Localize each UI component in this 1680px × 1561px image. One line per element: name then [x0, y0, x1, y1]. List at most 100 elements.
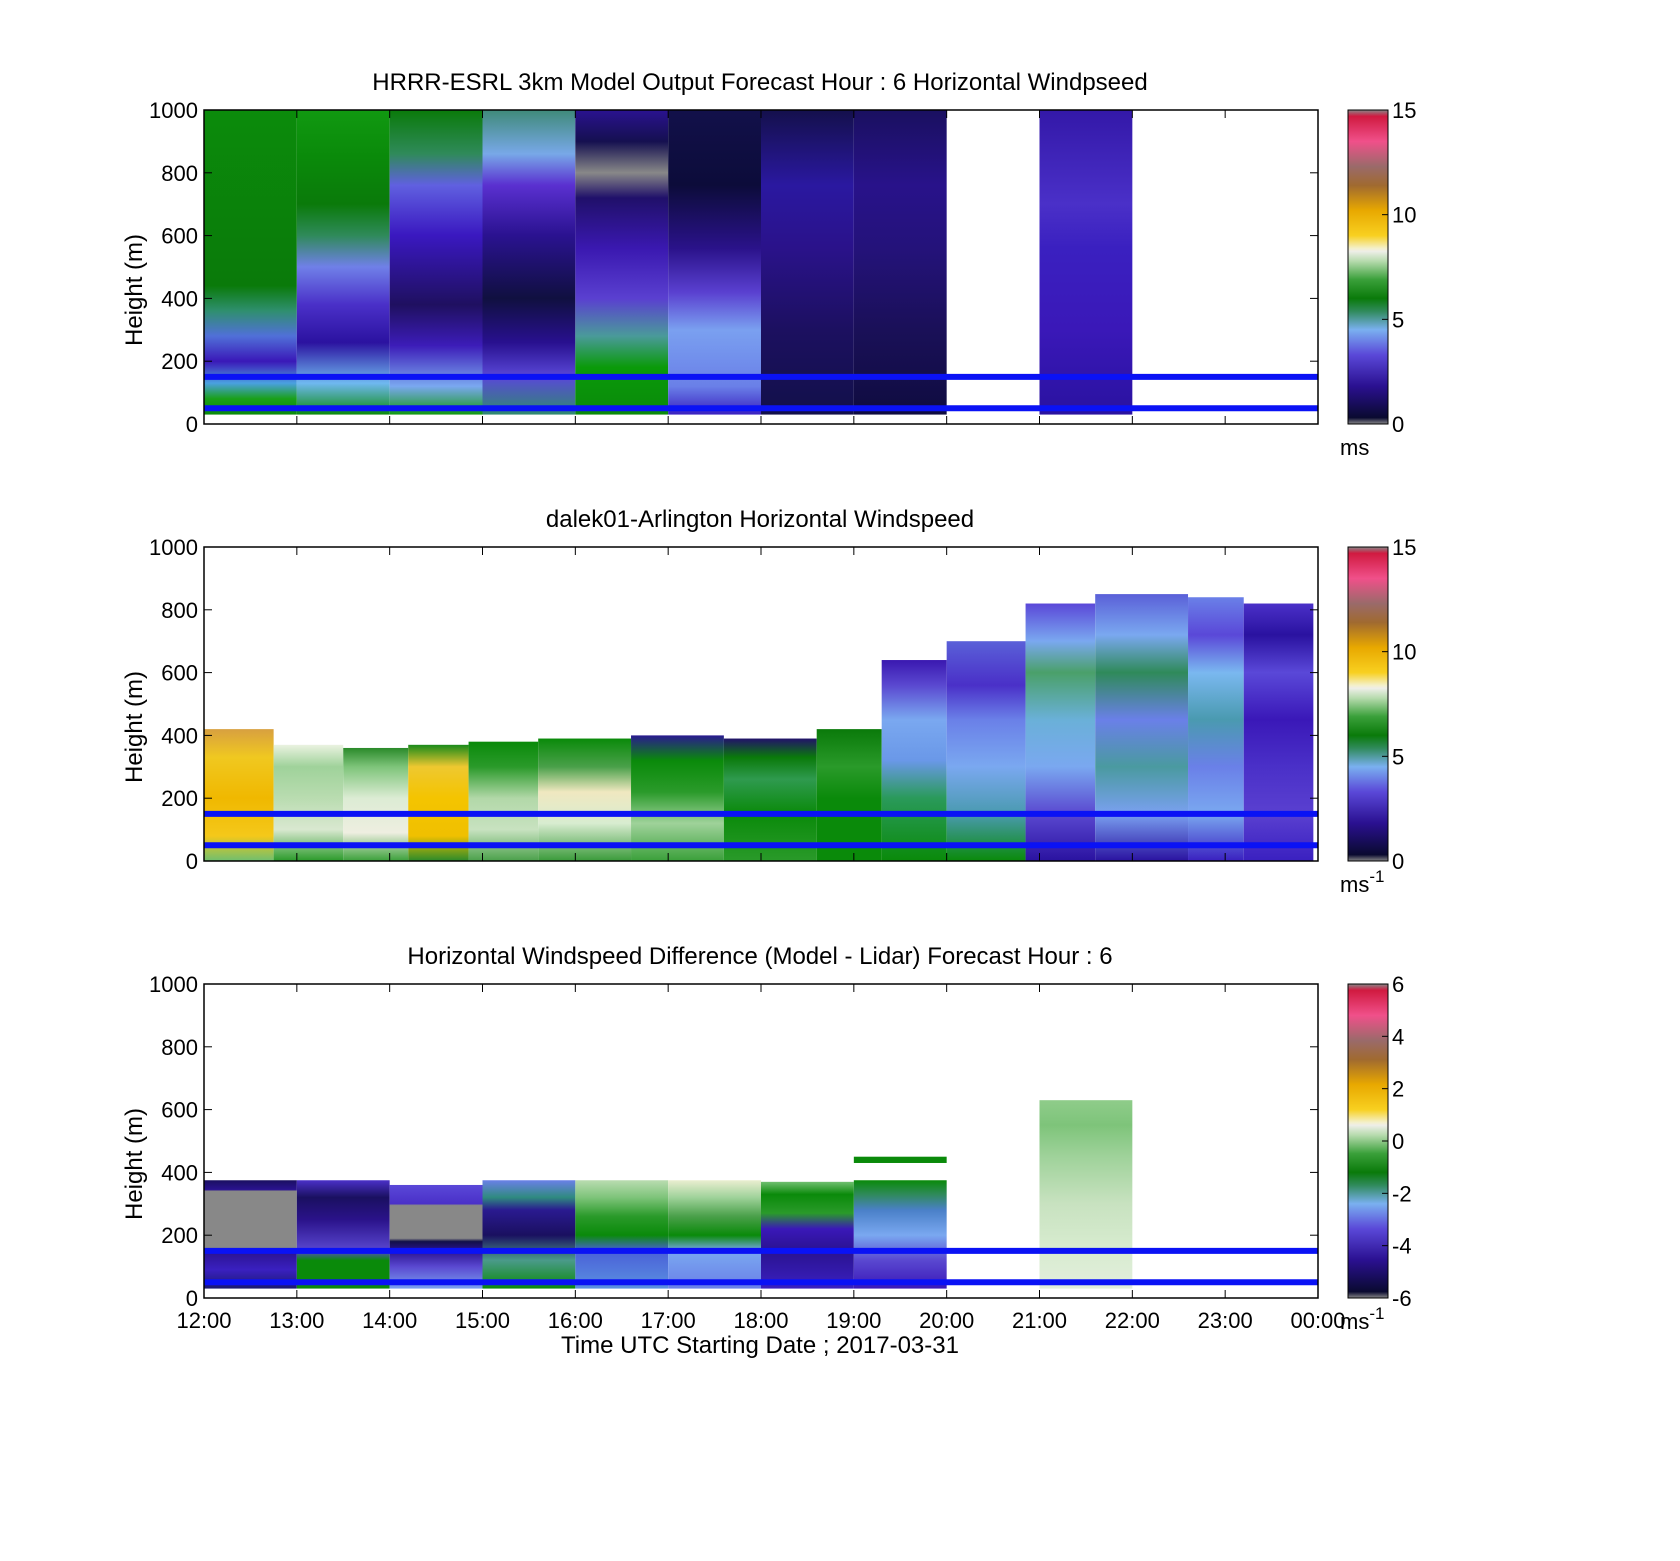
heatmap-cell	[468, 741, 539, 861]
x-tick-label: 18:00	[733, 1308, 788, 1333]
panel-title: HRRR-ESRL 3km Model Output Forecast Hour…	[372, 69, 1147, 96]
x-tick-label: 00:00	[1290, 1308, 1345, 1333]
colorbar-tick-label: 5	[1392, 307, 1404, 332]
x-tick-label: 15:00	[455, 1308, 510, 1333]
panel-title: Horizontal Windspeed Difference (Model -…	[407, 943, 1112, 970]
colorbar-unit: ms-1	[1340, 1304, 1384, 1334]
y-tick-label: 200	[161, 786, 198, 811]
heatmap-cell	[273, 744, 344, 861]
x-tick-label: 12:00	[176, 1308, 231, 1333]
heatmap-cell	[204, 729, 274, 861]
x-tick-label: 17:00	[641, 1308, 696, 1333]
colorbar: 0 5 10 15 ms-1	[1340, 535, 1416, 897]
colorbar-tick-label: 0	[1392, 849, 1404, 874]
panel-title: dalek01-Arlington Horizontal Windspeed	[546, 506, 974, 533]
heatmap-cell	[853, 1180, 947, 1289]
colorbar-unit-base: ms	[1340, 872, 1369, 897]
x-axis-label: Time UTC Starting Date ; 2017-03-31	[561, 1332, 959, 1359]
colorbar-tick-label: 5	[1392, 744, 1404, 769]
heatmap-plot: 0 200 400 600 800 1000 12:00 13:00 14:00 15:00 16:…	[149, 972, 1345, 1333]
y-tick-label: 800	[161, 1035, 198, 1060]
heatmap-cell	[946, 641, 1026, 861]
heatmap-cell	[296, 110, 390, 415]
colorbar: -6 -4 -2 0 2 4 6 ms-1	[1340, 972, 1412, 1334]
colorbar: 0 5 10 15 ms	[1340, 98, 1416, 460]
colorbar-unit-base: ms	[1340, 435, 1369, 460]
x-tick-label: 13:00	[269, 1308, 324, 1333]
y-tick-label: 600	[161, 661, 198, 686]
heatmap-cell	[1025, 603, 1096, 861]
x-tick-label: 21:00	[1012, 1308, 1067, 1333]
colorbar-tick-label: 10	[1392, 640, 1416, 665]
heatmap-cell	[668, 110, 761, 415]
colorbar-unit-base: ms	[1340, 1309, 1369, 1334]
colorbar-tick-label: 0	[1392, 412, 1404, 437]
y-axis-label: Height (m)	[121, 671, 148, 783]
y-tick-label: 400	[161, 286, 198, 311]
colorbar-tick-label: 4	[1392, 1024, 1404, 1049]
colorbar-tick-label: -6	[1392, 1286, 1412, 1311]
y-axis-label: Height (m)	[121, 1108, 148, 1220]
colorbar-gradient	[1347, 983, 1389, 1299]
colorbar-tick-label: -4	[1392, 1234, 1412, 1259]
x-tick-label: 23:00	[1198, 1308, 1253, 1333]
heatmap-cell	[204, 110, 297, 415]
heatmap-cell	[816, 729, 882, 861]
colorbar-unit-sup: -1	[1369, 867, 1384, 886]
heatmap-cell	[482, 110, 576, 415]
heatmap-cell	[723, 738, 817, 861]
heatmap-cell	[668, 1180, 761, 1289]
colorbar-tick-label: -2	[1392, 1181, 1412, 1206]
x-tick-label: 16:00	[548, 1308, 603, 1333]
heatmap-cell	[408, 744, 469, 861]
heatmap-cell	[853, 1156, 947, 1163]
colorbar-tick-label: 15	[1392, 535, 1416, 560]
y-axis-label: Height (m)	[121, 234, 148, 346]
heatmap-cell	[575, 1180, 669, 1289]
y-tick-label: 0	[186, 849, 198, 874]
heatmap-cell	[853, 110, 947, 415]
heatmap-cell	[761, 110, 854, 415]
y-tick-label: 200	[161, 349, 198, 374]
heatmap-cell	[1188, 597, 1244, 861]
y-tick-label: 600	[161, 1098, 198, 1123]
colorbar-tick-label: 6	[1392, 972, 1404, 997]
x-tick-label: 19:00	[826, 1308, 881, 1333]
y-tick-label: 400	[161, 1160, 198, 1185]
heatmap-cell	[1243, 603, 1314, 861]
y-tick-label: 200	[161, 1223, 198, 1248]
y-tick-label: 800	[161, 161, 198, 186]
y-tick-label: 0	[186, 412, 198, 437]
y-tick-label: 400	[161, 723, 198, 748]
colorbar-tick-label: 0	[1392, 1129, 1404, 1154]
heatmap-cell	[389, 1184, 483, 1289]
x-tick-label: 22:00	[1105, 1308, 1160, 1333]
heatmap-cell	[343, 747, 409, 861]
colorbar-tick-label: 2	[1392, 1077, 1404, 1102]
colorbar-unit: ms-1	[1340, 867, 1384, 897]
heatmap-cell	[1039, 1100, 1133, 1289]
heatmap-cell	[761, 1181, 854, 1289]
windspeed-difference-panel: Horizontal Windspeed Difference (Model -…	[121, 943, 1412, 1359]
colorbar-unit-sup: -1	[1369, 1304, 1384, 1323]
y-tick-label: 600	[161, 224, 198, 249]
colorbar-tick-label: 10	[1392, 203, 1416, 228]
y-tick-label: 1000	[149, 972, 198, 997]
colorbar-gradient	[1347, 109, 1389, 425]
x-tick-label: 14:00	[362, 1308, 417, 1333]
colorbar-gradient	[1347, 546, 1389, 862]
heatmap-cell	[1095, 594, 1189, 861]
heatmap-plot: 0 200 400 600 800 1000	[149, 98, 1319, 437]
heatmap-cell	[482, 1180, 576, 1289]
y-tick-label: 1000	[149, 98, 198, 123]
y-tick-label: 1000	[149, 535, 198, 560]
y-tick-label: 0	[186, 1286, 198, 1311]
heatmap-cell	[1039, 110, 1133, 415]
colorbar-unit: ms	[1340, 435, 1369, 460]
x-tick-label: 20:00	[919, 1308, 974, 1333]
heatmap-plot: 0 200 400 600 800 1000	[149, 535, 1319, 874]
lidar-windspeed-panel: dalek01-Arlington Horizontal Windspeed 0…	[121, 506, 1416, 897]
model-windspeed-panel: HRRR-ESRL 3km Model Output Forecast Hour…	[121, 69, 1416, 460]
heatmap-cell	[575, 110, 669, 415]
